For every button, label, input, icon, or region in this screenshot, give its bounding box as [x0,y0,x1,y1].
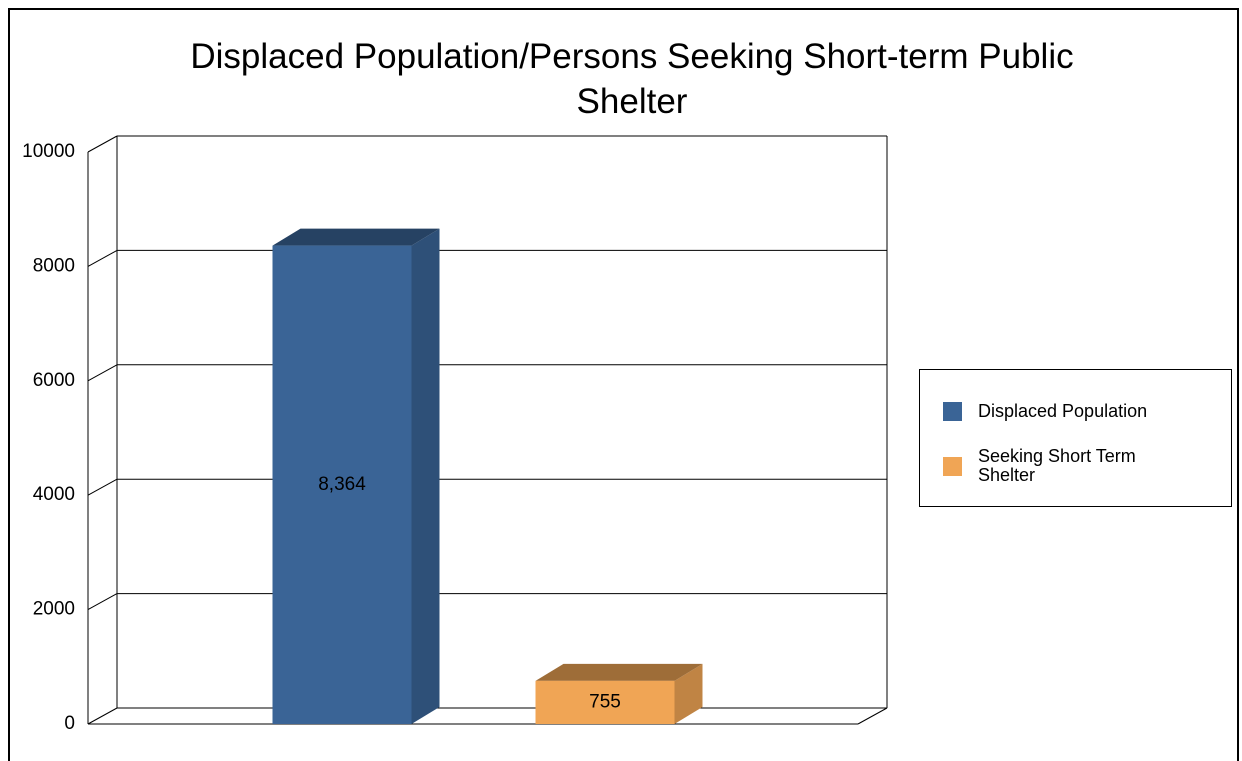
bar-top [272,228,440,246]
y-tick-label: 4000 [33,484,75,505]
bar-side [411,228,440,724]
bar-side [674,663,703,724]
grid-line-side [87,593,118,611]
legend-item: Seeking Short Term Shelter [943,447,1193,485]
y-tick-label: 2000 [33,599,75,620]
legend-label: Displaced Population [978,401,1148,421]
grid-line-side [87,707,118,725]
legend-swatch [943,402,962,421]
y-tick-label: 10000 [22,141,75,162]
value-label: 755 [589,691,621,712]
grid-line-side [87,249,118,267]
frame [8,8,1239,761]
y-tick-label: 6000 [33,370,75,391]
chart-title: Displaced Population/Persons Seeking Sho… [190,37,1074,121]
legend: Displaced Population Seeking Short Term S… [919,369,1232,507]
bar-top [535,663,703,681]
legend-swatch [943,457,962,476]
y-tick-label: 0 [64,713,75,734]
legend-label: Seeking Short Term Shelter [978,446,1136,485]
y-tick-label: 8000 [33,255,75,276]
value-label: 8,364 [318,474,366,495]
bar [272,245,412,724]
legend-item: Displaced Population [943,402,1208,421]
bar [535,680,675,724]
grid-line-side [87,364,118,382]
grid-line-side [87,478,118,496]
grid-line-side [87,135,118,153]
floor-right [857,707,888,725]
